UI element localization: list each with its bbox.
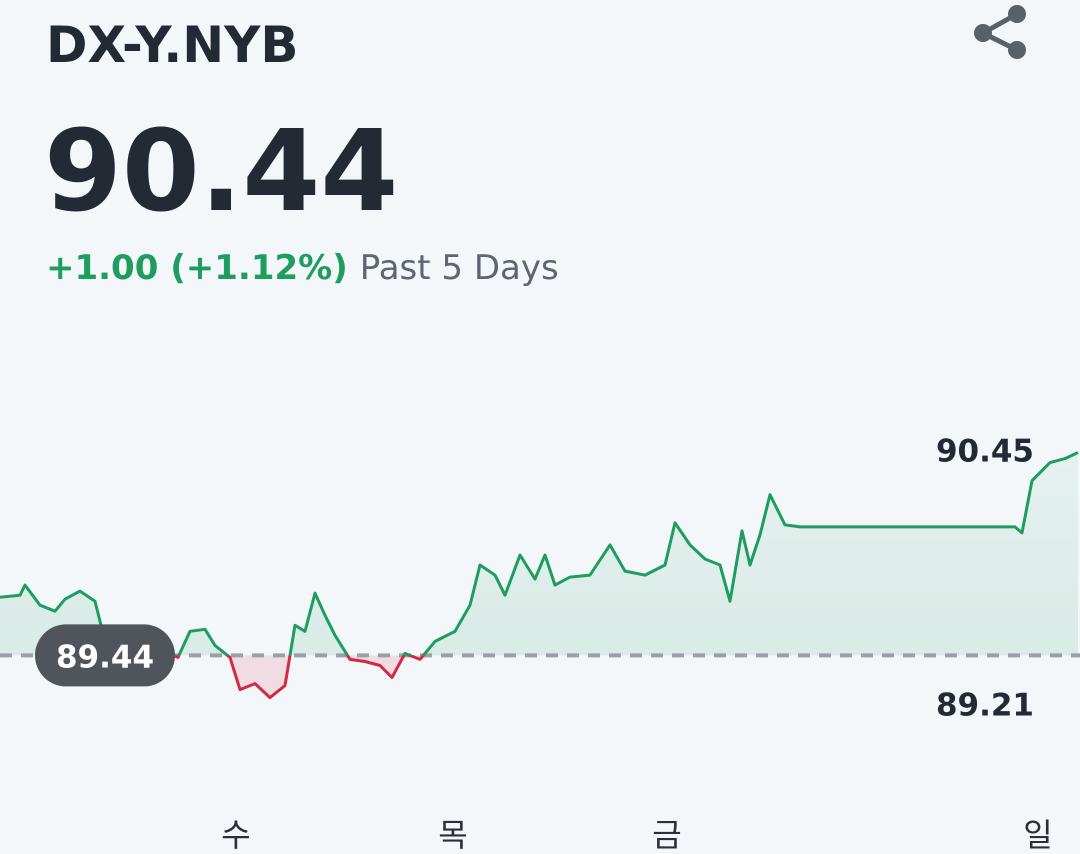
share-icon[interactable] [974,5,1026,59]
period: Past 5 Days [360,248,559,288]
area [0,452,1078,698]
high-label: 90.45 [936,434,1034,470]
plot: 89.44 90.45 89.21 수 목 금 일 [0,434,1080,854]
baseline-pill [35,624,175,687]
price: 90.44 [44,107,398,237]
low-label: 89.21 [936,688,1034,724]
x-tick-label: 목 [438,816,467,854]
change: +1.00 (+1.12%) [46,248,348,288]
x-tick-label: 수 [221,816,250,854]
x-tick-label: 금 [652,816,681,854]
baseline-label: 89.44 [56,639,154,675]
ticker: DX-Y.NYB [46,16,298,74]
x-tick-label: 일 [1023,816,1052,854]
